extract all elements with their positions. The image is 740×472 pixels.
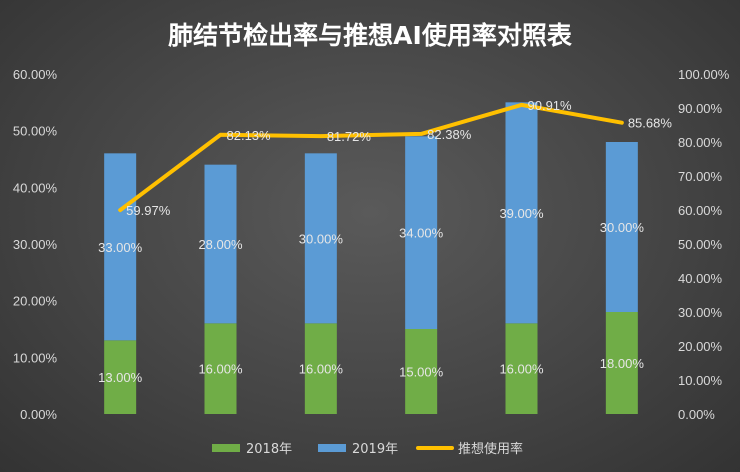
chart-title: 肺结节检出率与推想AI使用率对照表 xyxy=(168,21,573,50)
bar-series-2 xyxy=(204,164,237,324)
line-point xyxy=(419,132,423,136)
line-data-label: 59.97% xyxy=(126,203,171,218)
right-axis-tick-label: 100.00% xyxy=(678,67,730,82)
right-axis-tick-label: 70.00% xyxy=(678,169,723,184)
bar-data-label: 15.00% xyxy=(399,365,444,380)
left-axis-tick-label: 20.00% xyxy=(13,294,58,309)
legend-label: 2018年 xyxy=(246,442,292,457)
bar-data-labels: 13.00% 33.00% 16.00% 28.00% 16.00% 30.00% 15.0… xyxy=(98,206,644,385)
legend-swatch xyxy=(212,444,240,452)
left-axis: 0.00% 10.00% 20.00% 30.00% 40.00% 50.00% 60.00… xyxy=(13,67,58,422)
line-data-label: 82.13% xyxy=(227,128,272,143)
legend-label: 2019年 xyxy=(352,442,398,457)
right-axis-tick-label: 90.00% xyxy=(678,101,723,116)
right-axis-tick-label: 40.00% xyxy=(678,271,723,286)
bar-data-label: 30.00% xyxy=(299,231,344,246)
bar-series-1 xyxy=(104,340,137,414)
bar-series-2 xyxy=(104,153,137,341)
bar-data-label: 28.00% xyxy=(198,237,243,252)
left-axis-tick-label: 10.00% xyxy=(13,350,58,365)
bar-series-2 xyxy=(304,153,337,324)
line-data-label: 82.38% xyxy=(427,127,472,142)
right-axis-tick-label: 20.00% xyxy=(678,339,723,354)
bar-data-label: 18.00% xyxy=(600,356,645,371)
left-axis-tick-label: 50.00% xyxy=(13,124,58,139)
bar-series-1 xyxy=(605,312,638,414)
bar-data-label: 16.00% xyxy=(299,362,344,377)
bar-data-label: 16.00% xyxy=(198,362,243,377)
right-axis-tick-label: 0.00% xyxy=(678,407,715,422)
line-point xyxy=(319,134,323,138)
line-point xyxy=(520,103,523,107)
bar-data-label: 13.00% xyxy=(98,370,143,385)
right-axis-tick-label: 50.00% xyxy=(678,237,723,252)
right-axis-tick-label: 80.00% xyxy=(678,135,723,150)
legend-swatch xyxy=(318,444,346,452)
bar-series-1 xyxy=(204,323,237,414)
bar-series-2 xyxy=(605,142,638,312)
bar-data-label: 30.00% xyxy=(600,220,645,235)
bar-series-2 xyxy=(505,102,538,324)
bar-series-1 xyxy=(405,329,438,414)
legend: 2018年 2019年 推想使用率 xyxy=(212,441,523,457)
bar-series-1 xyxy=(505,323,538,414)
bar-series-2 xyxy=(405,136,438,329)
bar-data-label: 39.00% xyxy=(499,206,544,221)
bar-series xyxy=(104,102,638,414)
line-data-label: 90.91% xyxy=(528,98,573,113)
line-point xyxy=(118,208,122,212)
right-axis-tick-label: 30.00% xyxy=(678,305,723,320)
line-data-label: 81.72% xyxy=(327,129,372,144)
line-point xyxy=(219,133,222,137)
line-data-labels: 59.97% 82.13% 81.72% 82.38% 90.91% 85.68% xyxy=(126,98,672,218)
left-axis-tick-label: 60.00% xyxy=(13,67,58,82)
right-axis-tick-label: 10.00% xyxy=(678,373,723,388)
left-axis-tick-label: 0.00% xyxy=(20,407,57,422)
line-series xyxy=(118,102,624,213)
legend-label: 推想使用率 xyxy=(458,441,523,457)
left-axis-tick-label: 40.00% xyxy=(13,180,58,195)
line-data-label: 85.68% xyxy=(628,116,673,131)
line-series-path xyxy=(118,102,624,213)
left-axis-tick-label: 30.00% xyxy=(13,237,58,252)
right-axis-tick-label: 60.00% xyxy=(678,203,723,218)
right-axis: 0.00% 10.00% 20.00% 30.00% 40.00% 50.00% 60.00… xyxy=(678,67,730,422)
line-point xyxy=(620,121,624,125)
bar-data-label: 16.00% xyxy=(499,362,544,377)
bar-series-1 xyxy=(304,323,337,414)
bar-data-label: 34.00% xyxy=(399,226,444,241)
bar-data-label: 33.00% xyxy=(98,240,143,255)
